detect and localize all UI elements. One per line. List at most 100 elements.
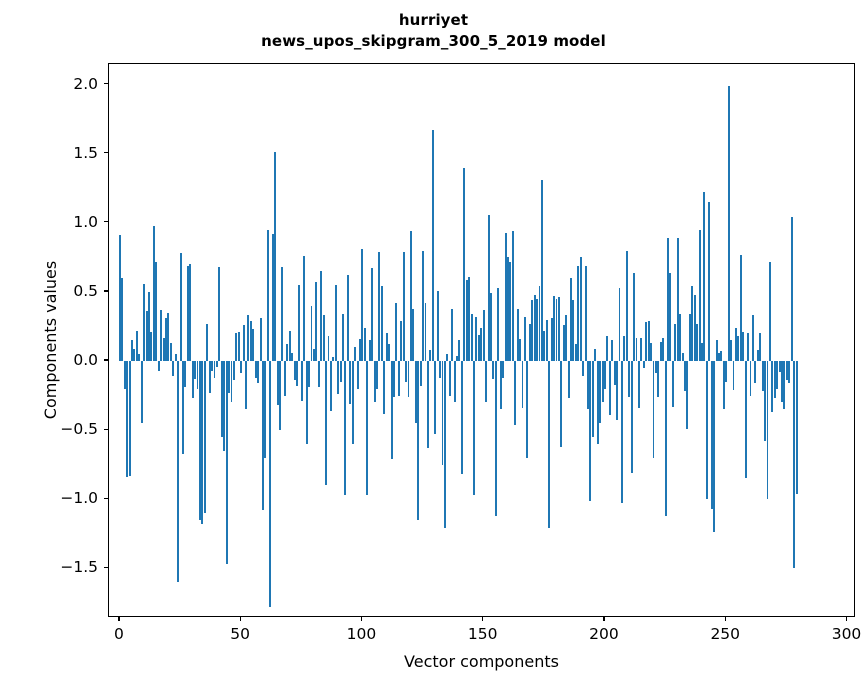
bar	[271, 233, 274, 362]
bar	[773, 361, 776, 399]
bar	[492, 361, 495, 379]
bar	[162, 337, 165, 362]
bar	[349, 361, 352, 404]
bar	[739, 254, 742, 362]
bar	[230, 361, 233, 403]
bar	[363, 327, 366, 362]
bar	[715, 340, 718, 362]
bar	[390, 361, 393, 460]
bar	[589, 361, 592, 501]
bar	[664, 361, 667, 516]
bar	[625, 250, 628, 362]
bar	[351, 361, 354, 444]
bar	[599, 361, 602, 424]
y-tick-mark	[104, 152, 108, 154]
bar	[536, 298, 539, 362]
bar	[184, 361, 187, 388]
bar	[368, 340, 371, 362]
bar	[548, 361, 551, 529]
bar	[310, 305, 313, 362]
bar	[194, 361, 197, 379]
bar	[123, 361, 126, 389]
bar	[725, 361, 728, 382]
bar	[395, 303, 398, 362]
bar	[262, 361, 264, 511]
x-tick-label: 150	[467, 625, 498, 643]
bar	[504, 232, 507, 362]
bar	[490, 293, 492, 362]
bar	[291, 352, 294, 362]
bar	[121, 278, 124, 362]
bar	[325, 361, 328, 486]
bar	[298, 285, 301, 362]
bar	[237, 332, 240, 362]
bar	[516, 308, 519, 362]
bar	[182, 361, 184, 454]
bar	[133, 348, 136, 362]
bar	[337, 361, 340, 395]
bar	[424, 303, 427, 362]
bar	[543, 330, 546, 362]
bar	[312, 348, 315, 362]
bar	[300, 361, 303, 402]
bar	[645, 322, 648, 362]
bar	[494, 361, 497, 516]
bar	[497, 287, 500, 362]
bar	[606, 336, 609, 362]
bar	[671, 361, 674, 407]
bar	[344, 361, 347, 496]
bar	[140, 361, 143, 424]
bar	[135, 330, 138, 362]
bar	[674, 323, 677, 362]
bar	[613, 361, 616, 385]
bar	[201, 361, 204, 525]
x-tick-mark	[724, 617, 726, 621]
bar	[667, 238, 669, 362]
bar	[118, 235, 121, 362]
bar	[383, 361, 386, 414]
bar	[519, 338, 522, 362]
bar	[756, 349, 759, 362]
bar	[679, 314, 682, 362]
bar	[460, 361, 463, 475]
bar	[376, 361, 378, 389]
bar	[591, 361, 594, 438]
y-tick-label: 0.0	[73, 351, 98, 370]
bar	[698, 229, 701, 362]
bar	[397, 361, 400, 396]
bar	[356, 361, 359, 389]
bar	[380, 286, 383, 362]
bar	[308, 361, 311, 388]
bar	[359, 338, 361, 362]
bar	[208, 361, 211, 393]
bar	[165, 318, 167, 362]
bar	[409, 231, 412, 362]
bar	[747, 333, 750, 362]
bar	[339, 361, 342, 382]
bar	[303, 256, 306, 362]
bar	[436, 290, 439, 362]
bar	[659, 341, 662, 362]
bar	[594, 348, 597, 362]
bar	[274, 152, 277, 362]
y-tick-label: −1.5	[60, 558, 98, 577]
x-tick-mark	[603, 617, 605, 621]
bar	[320, 271, 323, 362]
bar	[264, 361, 267, 458]
plot-axes	[108, 63, 855, 617]
bar	[451, 308, 454, 362]
chart-title-line-2: news_upos_skipgram_300_5_2019 model	[261, 32, 606, 50]
bar	[538, 286, 541, 362]
bar	[189, 264, 192, 362]
x-tick-label: 250	[710, 625, 741, 643]
bar	[402, 251, 405, 362]
bar	[604, 361, 606, 389]
bar	[327, 336, 330, 362]
bar	[407, 361, 410, 397]
bar	[169, 343, 172, 362]
bar	[737, 336, 740, 362]
bar	[684, 361, 686, 392]
bar	[620, 361, 623, 504]
bar	[232, 361, 235, 381]
bar	[693, 294, 696, 362]
